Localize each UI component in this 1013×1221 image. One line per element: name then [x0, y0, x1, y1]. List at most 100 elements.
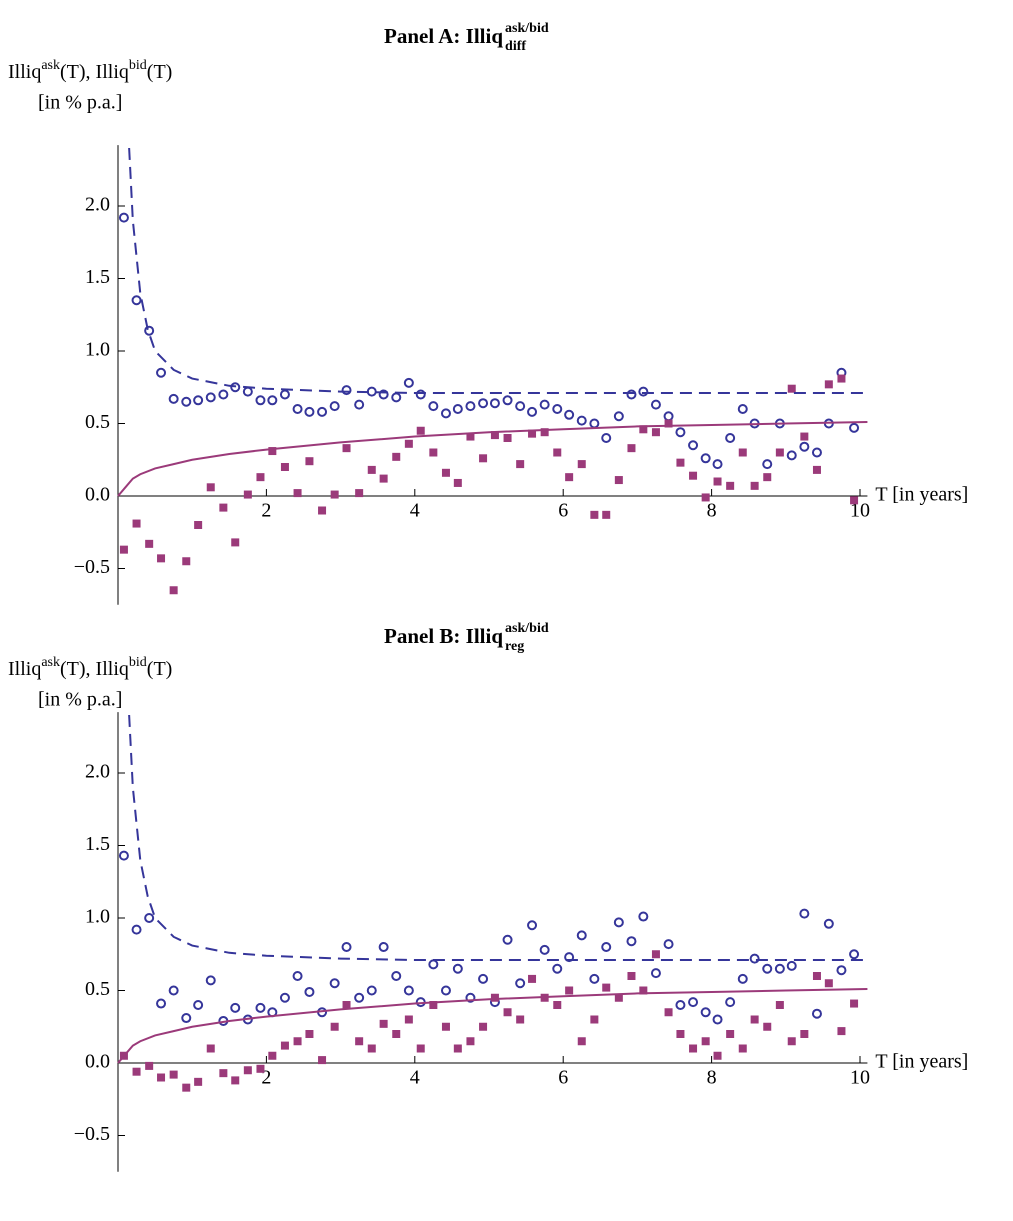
ask-point [737, 404, 748, 414]
ask-point [762, 963, 773, 974]
ask-point [638, 911, 649, 922]
bid-point [651, 428, 660, 437]
x-tick-label: 2 [261, 1067, 271, 1089]
bid-point [157, 1073, 166, 1082]
bid-point [157, 554, 166, 563]
bid-point [516, 460, 525, 469]
x-tick-label: 8 [707, 1067, 717, 1089]
ask-point [749, 953, 760, 964]
ask-point [489, 398, 500, 409]
bid-point [429, 448, 438, 457]
bid-point [614, 476, 623, 485]
label-superscript: bid [129, 655, 147, 670]
label-superscript: ask [41, 655, 60, 670]
ask-point [663, 411, 674, 422]
ask-point [465, 992, 476, 1003]
ask-point [478, 973, 489, 984]
bid-point [824, 380, 833, 389]
bid-point [330, 490, 339, 499]
bid-point [367, 1044, 376, 1053]
y-axis-unit: [in % p.a.] [38, 689, 122, 711]
bid-point [602, 510, 611, 519]
bid-point [565, 986, 574, 995]
y-tick-label: 2.0 [85, 194, 110, 216]
bid-point [355, 1037, 364, 1046]
bid-point [404, 439, 413, 448]
ask-point [774, 963, 785, 974]
ask-point [465, 401, 476, 412]
bid-point [639, 425, 648, 434]
ask-point [118, 212, 129, 223]
bid-point [553, 1001, 562, 1009]
x-tick-label: 10 [850, 500, 870, 522]
y-tick-label: 0.0 [85, 484, 110, 506]
x-tick-label: 2 [261, 500, 271, 522]
bid-point [132, 519, 141, 528]
ask-point [552, 963, 563, 974]
bid-point [516, 1015, 525, 1024]
ask-point [675, 427, 686, 438]
bid-point [528, 429, 537, 438]
bid-point [800, 432, 809, 441]
bid-point [256, 1064, 265, 1073]
ask-point [515, 401, 526, 412]
ask-point [502, 934, 513, 945]
bid-point [775, 1001, 784, 1009]
ask-point [799, 441, 810, 452]
y-tick-label: 0.0 [85, 1051, 110, 1073]
bid-point [763, 1022, 772, 1031]
x-tick-label: 4 [410, 500, 420, 522]
bid-point [627, 972, 636, 980]
label-superscript: ask [41, 58, 60, 73]
ask-point [539, 944, 550, 955]
ask-point [786, 960, 797, 971]
ask-point [131, 924, 142, 935]
bid-point [318, 506, 327, 515]
bid-point [355, 489, 364, 498]
bid-point [206, 1044, 215, 1053]
bid-point [503, 434, 512, 442]
bid-point [367, 465, 376, 474]
title-subscript: reg [505, 639, 524, 654]
ask-point [725, 997, 736, 1008]
bid-point [132, 1067, 141, 1076]
bid-point [268, 447, 277, 456]
bid-point [850, 999, 859, 1008]
ask-point [144, 913, 155, 923]
ask-point [849, 949, 860, 960]
bid-point [145, 1061, 154, 1070]
ask-point [366, 985, 377, 996]
bid-point [738, 1044, 747, 1053]
ask-point [700, 1007, 711, 1018]
ask-point [255, 1002, 266, 1013]
chart-title: Panel A: Illiq [384, 24, 503, 48]
ask-point [650, 399, 661, 410]
ask-point [329, 978, 340, 989]
ask-point [589, 973, 600, 984]
panel: Panel A: Illiq ask/bid diff Illiqask(T), Il… [8, 21, 968, 605]
ask-point [613, 411, 624, 422]
ask-point [292, 404, 303, 414]
ask-point [786, 450, 797, 461]
bid-point [639, 986, 648, 995]
model-curve [117, 421, 868, 497]
label-text: Illiq [8, 61, 41, 83]
bid-point [256, 473, 265, 482]
y-tick-label: 0.5 [85, 978, 110, 1000]
bid-point [453, 478, 462, 487]
bid-point [466, 1037, 475, 1046]
bid-point [392, 1030, 401, 1038]
ask-point [329, 401, 340, 412]
ask-point [515, 978, 526, 989]
ask-point [601, 433, 612, 443]
bid-point [824, 979, 833, 988]
ask-point [712, 1014, 723, 1025]
bid-point [379, 474, 388, 483]
bid-point [738, 448, 747, 457]
bid-point [219, 1069, 228, 1078]
ask-point [539, 399, 550, 410]
bid-point [627, 444, 636, 453]
bid-point [676, 1030, 685, 1038]
bid-point [194, 521, 203, 529]
